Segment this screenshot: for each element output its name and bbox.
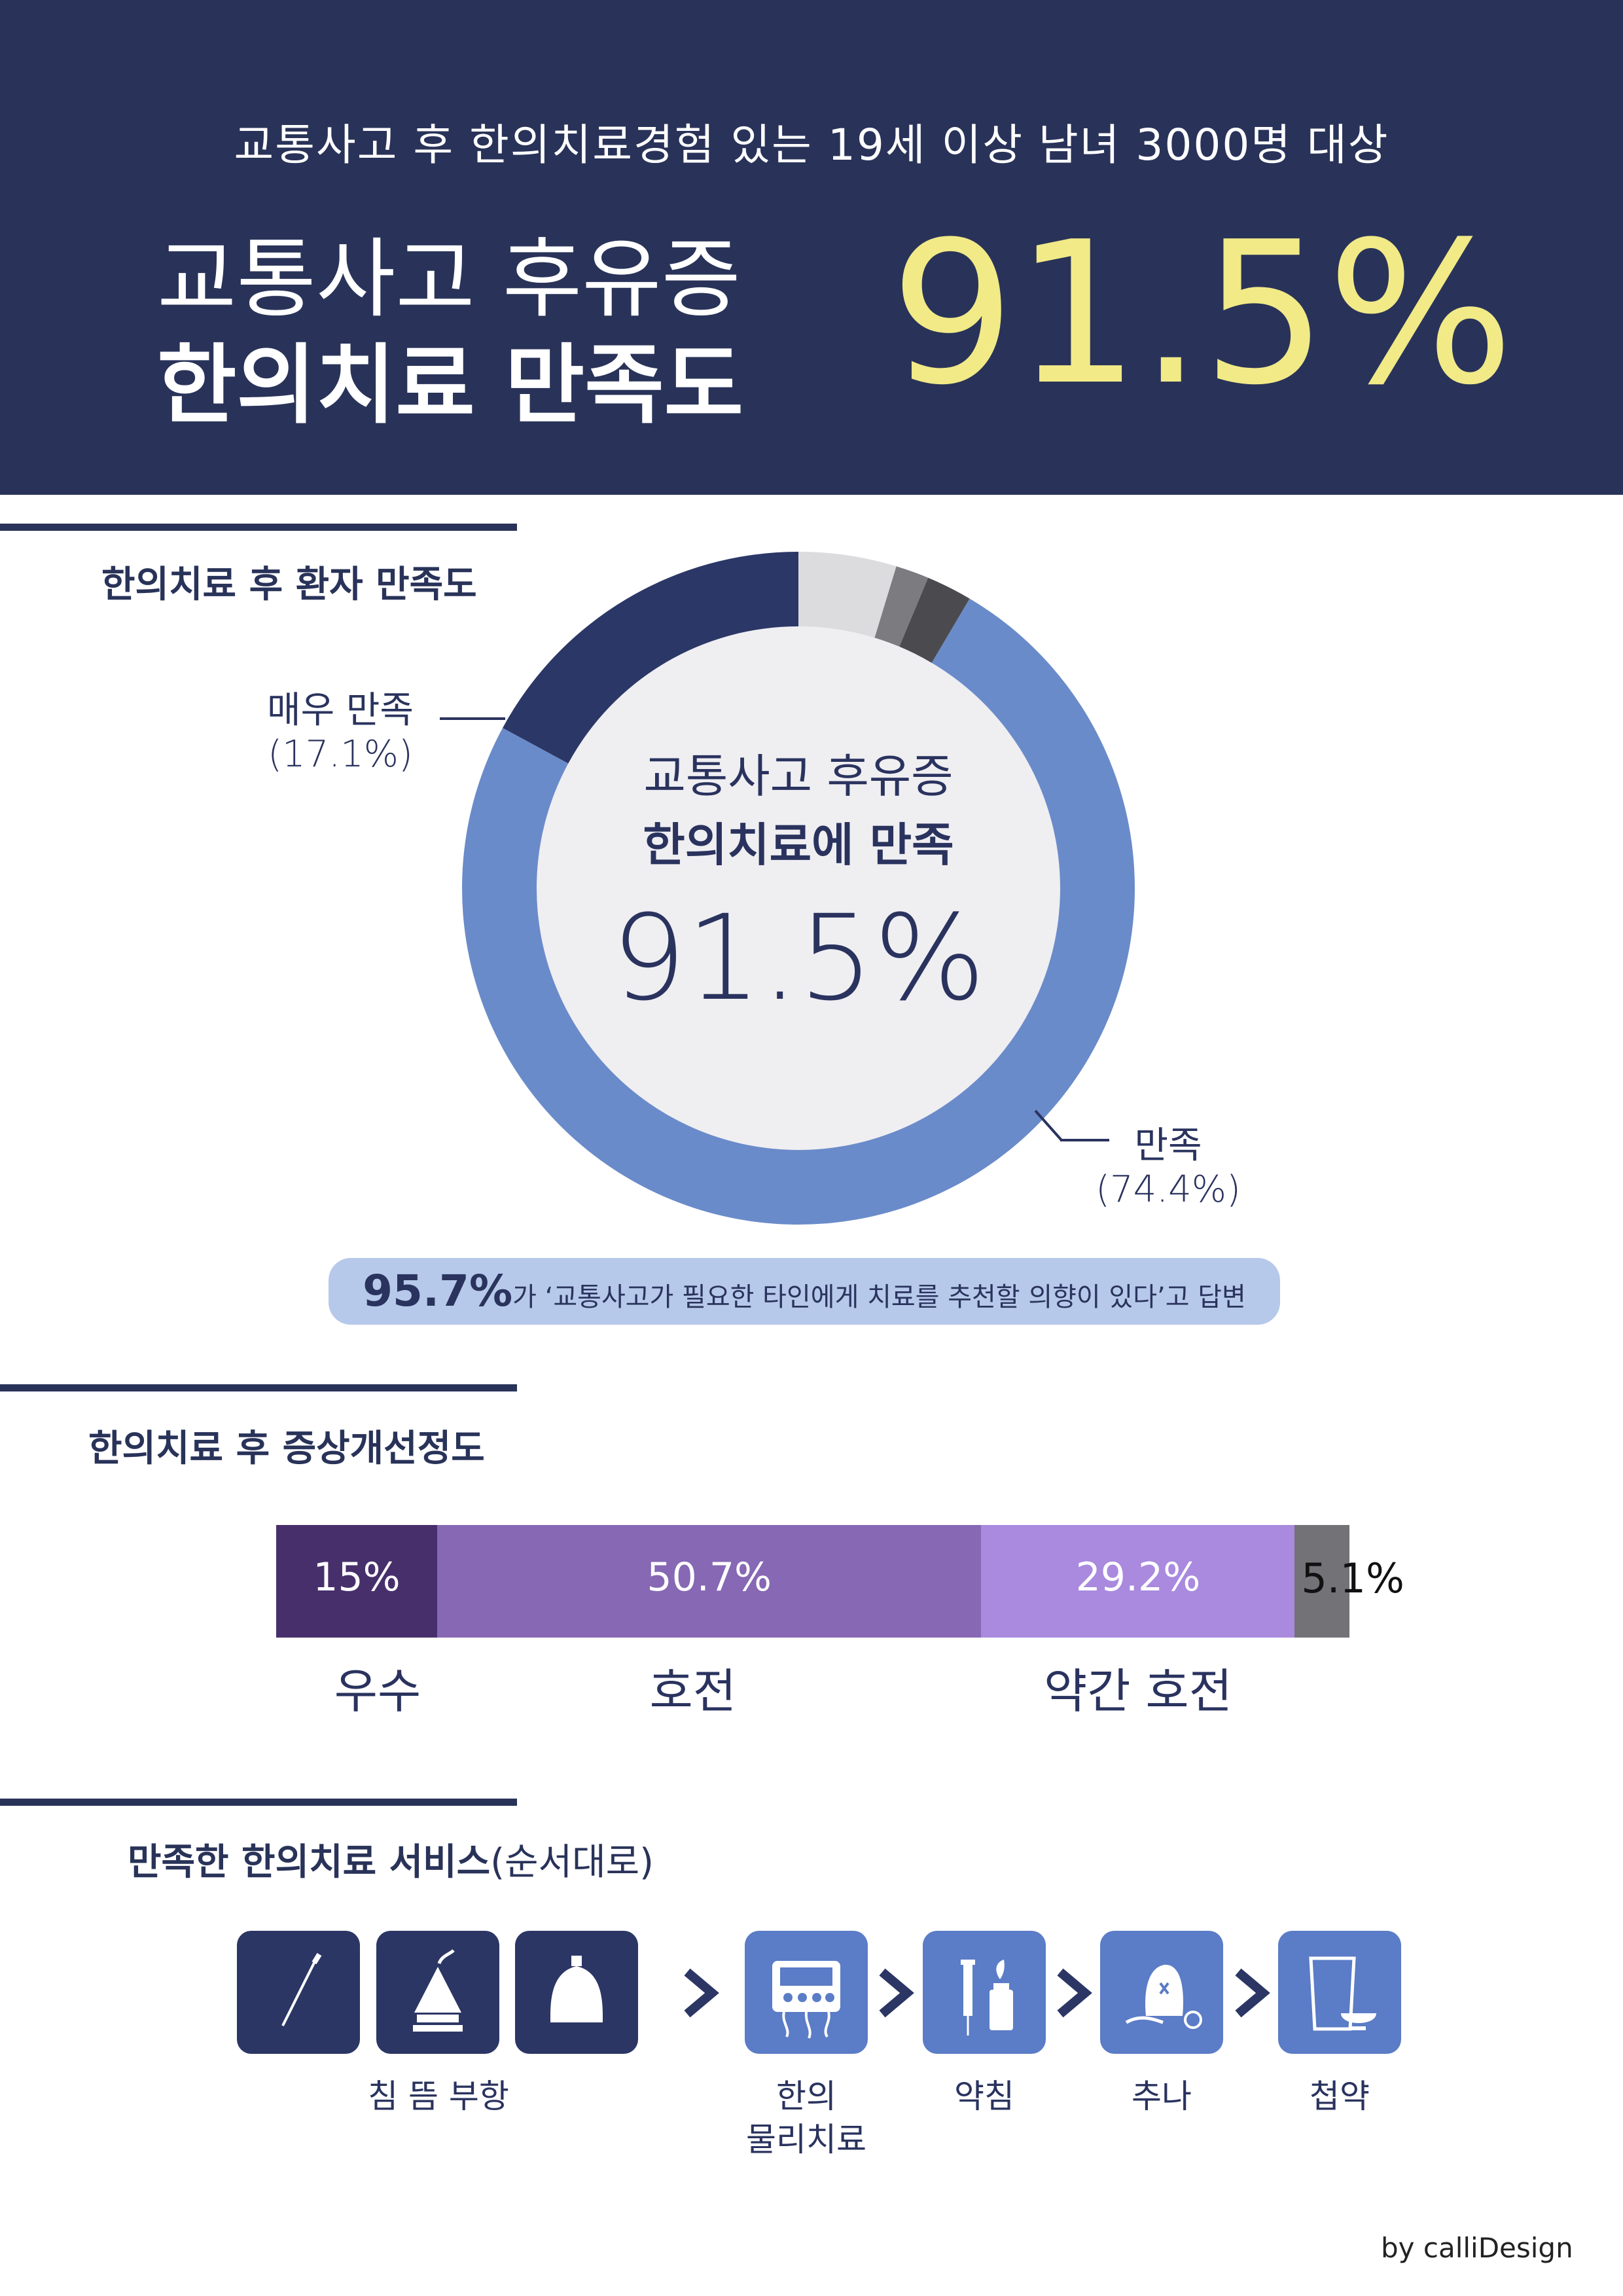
bar-segment-slightly-improved: [981, 1525, 1295, 1638]
service-label-chuna: 추나: [1132, 2077, 1192, 2115]
chevron-right-icon: [684, 1968, 719, 2018]
section3-divider: [0, 1799, 517, 1806]
section1-divider: [0, 524, 517, 531]
leader-line-satisfied-diag: [1034, 1109, 1063, 1141]
physiotherapy-device-icon: [772, 1961, 840, 2039]
bar-value-label-slightly-improved: 29.2%: [1075, 1554, 1201, 1600]
moxibustion-tile: [376, 1931, 499, 2054]
bar-segment-other: [1294, 1525, 1349, 1638]
bar-category-label-slightly-improved: 약간 호전: [1043, 1664, 1232, 1719]
section2-divider: [0, 1384, 517, 1391]
chuna-tile: [1100, 1931, 1223, 2054]
service-label-physiotherapy-line1: 한의: [776, 2077, 836, 2115]
chevron-right-icon: [879, 1968, 914, 2018]
label-very-satisfied: 매우 만족: [267, 689, 414, 732]
leader-line-satisfied: [1060, 1139, 1109, 1141]
service-label-herbal-medicine: 첩약: [1310, 2077, 1370, 2115]
section3-title: 만족한 한의치료 서비스(순서대로): [128, 1833, 654, 1886]
donut-slice-other-1: [899, 577, 970, 663]
bar-value-label-other: 5.1%: [1301, 1554, 1404, 1602]
bar-category-label-improved: 호전: [649, 1664, 737, 1719]
donut-center-line2: 한의치료에 만족: [643, 818, 954, 872]
header-title-line2: 한의치료 만족도: [157, 335, 744, 436]
bar-segment-excellent: [276, 1525, 437, 1638]
donut-slice-other-3: [798, 552, 897, 638]
service-label-physiotherapy: 한의 물리치료: [715, 2075, 898, 2161]
header-highlight-value: 91.5%: [890, 200, 1514, 428]
bar-category-label-excellent: 우수: [334, 1664, 421, 1719]
acupuncture-needle-icon: [281, 1952, 322, 2026]
label-satisfied-pct: (74.4%): [1096, 1168, 1241, 1211]
section2-title: 한의치료 후 증상개선정도: [88, 1427, 485, 1470]
moxibustion-icon: [413, 1949, 463, 2032]
header-subtitle: 교통사고 후 한의치료경험 있는 19세 이상 남녀 3000명 대상: [234, 120, 1389, 170]
pharmacopuncture-tile: [923, 1931, 1046, 2054]
service-label-acupuncture-moxa-cupping: 침 뜸 부항: [368, 2077, 509, 2115]
service-label-physiotherapy-line2: 물리치료: [746, 2121, 866, 2159]
label-satisfied: 만족: [1134, 1124, 1202, 1167]
donut-center-value: 91.5%: [611, 890, 986, 1027]
herbal-medicine-icon: [1309, 1956, 1376, 2031]
header-banner: 교통사고 후 한의치료경험 있는 19세 이상 남녀 3000명 대상 교통사고…: [0, 0, 1623, 495]
label-very-satisfied-pct: (17.1%): [268, 733, 413, 776]
section3-title-bold: 만족한 한의치료 서비스: [128, 1841, 491, 1884]
leader-line-very-satisfied: [440, 717, 505, 720]
herbal-medicine-tile: [1278, 1931, 1401, 2054]
recommend-pill: 95.7%가 ‘교통사고가 필요한 타인에게 치료를 추천할 의향이 있다’고 …: [329, 1258, 1280, 1325]
chuna-icon: [1125, 1964, 1202, 2029]
donut-center-line1: 교통사고 후유증: [643, 749, 954, 803]
chevron-right-icon: [1057, 1968, 1092, 2018]
cupping-icon: [550, 1956, 603, 2022]
recommend-value: 95.7%: [363, 1266, 513, 1316]
donut-slice-other-2: [874, 566, 929, 647]
header-title-line1: 교통사고 후유증: [157, 229, 741, 330]
donut-slice-very-satisfied: [503, 552, 798, 764]
donut-center-disc: [471, 561, 1126, 1215]
pharmacopuncture-icon: [961, 1960, 1013, 2036]
section3-title-light: (순서대로): [490, 1841, 654, 1884]
section1-title: 한의치료 후 환자 만족도: [101, 564, 477, 606]
cupping-tile: [515, 1931, 638, 2054]
chevron-right-icon: [1235, 1968, 1270, 2018]
credit-text: by calliDesign: [1381, 2232, 1573, 2264]
acupuncture-tile: [237, 1931, 360, 2054]
recommend-text: 가 ‘교통사고가 필요한 타인에게 치료를 추천할 의향이 있다’고 답변: [512, 1282, 1246, 1312]
bar-segment-improved: [437, 1525, 982, 1638]
bar-value-label-excellent: 15%: [313, 1554, 401, 1600]
bar-value-label-improved: 50.7%: [647, 1554, 772, 1600]
service-label-pharmacopuncture: 약침: [954, 2077, 1014, 2115]
satisfaction-donut-chart: [462, 552, 1135, 1225]
physiotherapy-tile: [745, 1931, 868, 2054]
